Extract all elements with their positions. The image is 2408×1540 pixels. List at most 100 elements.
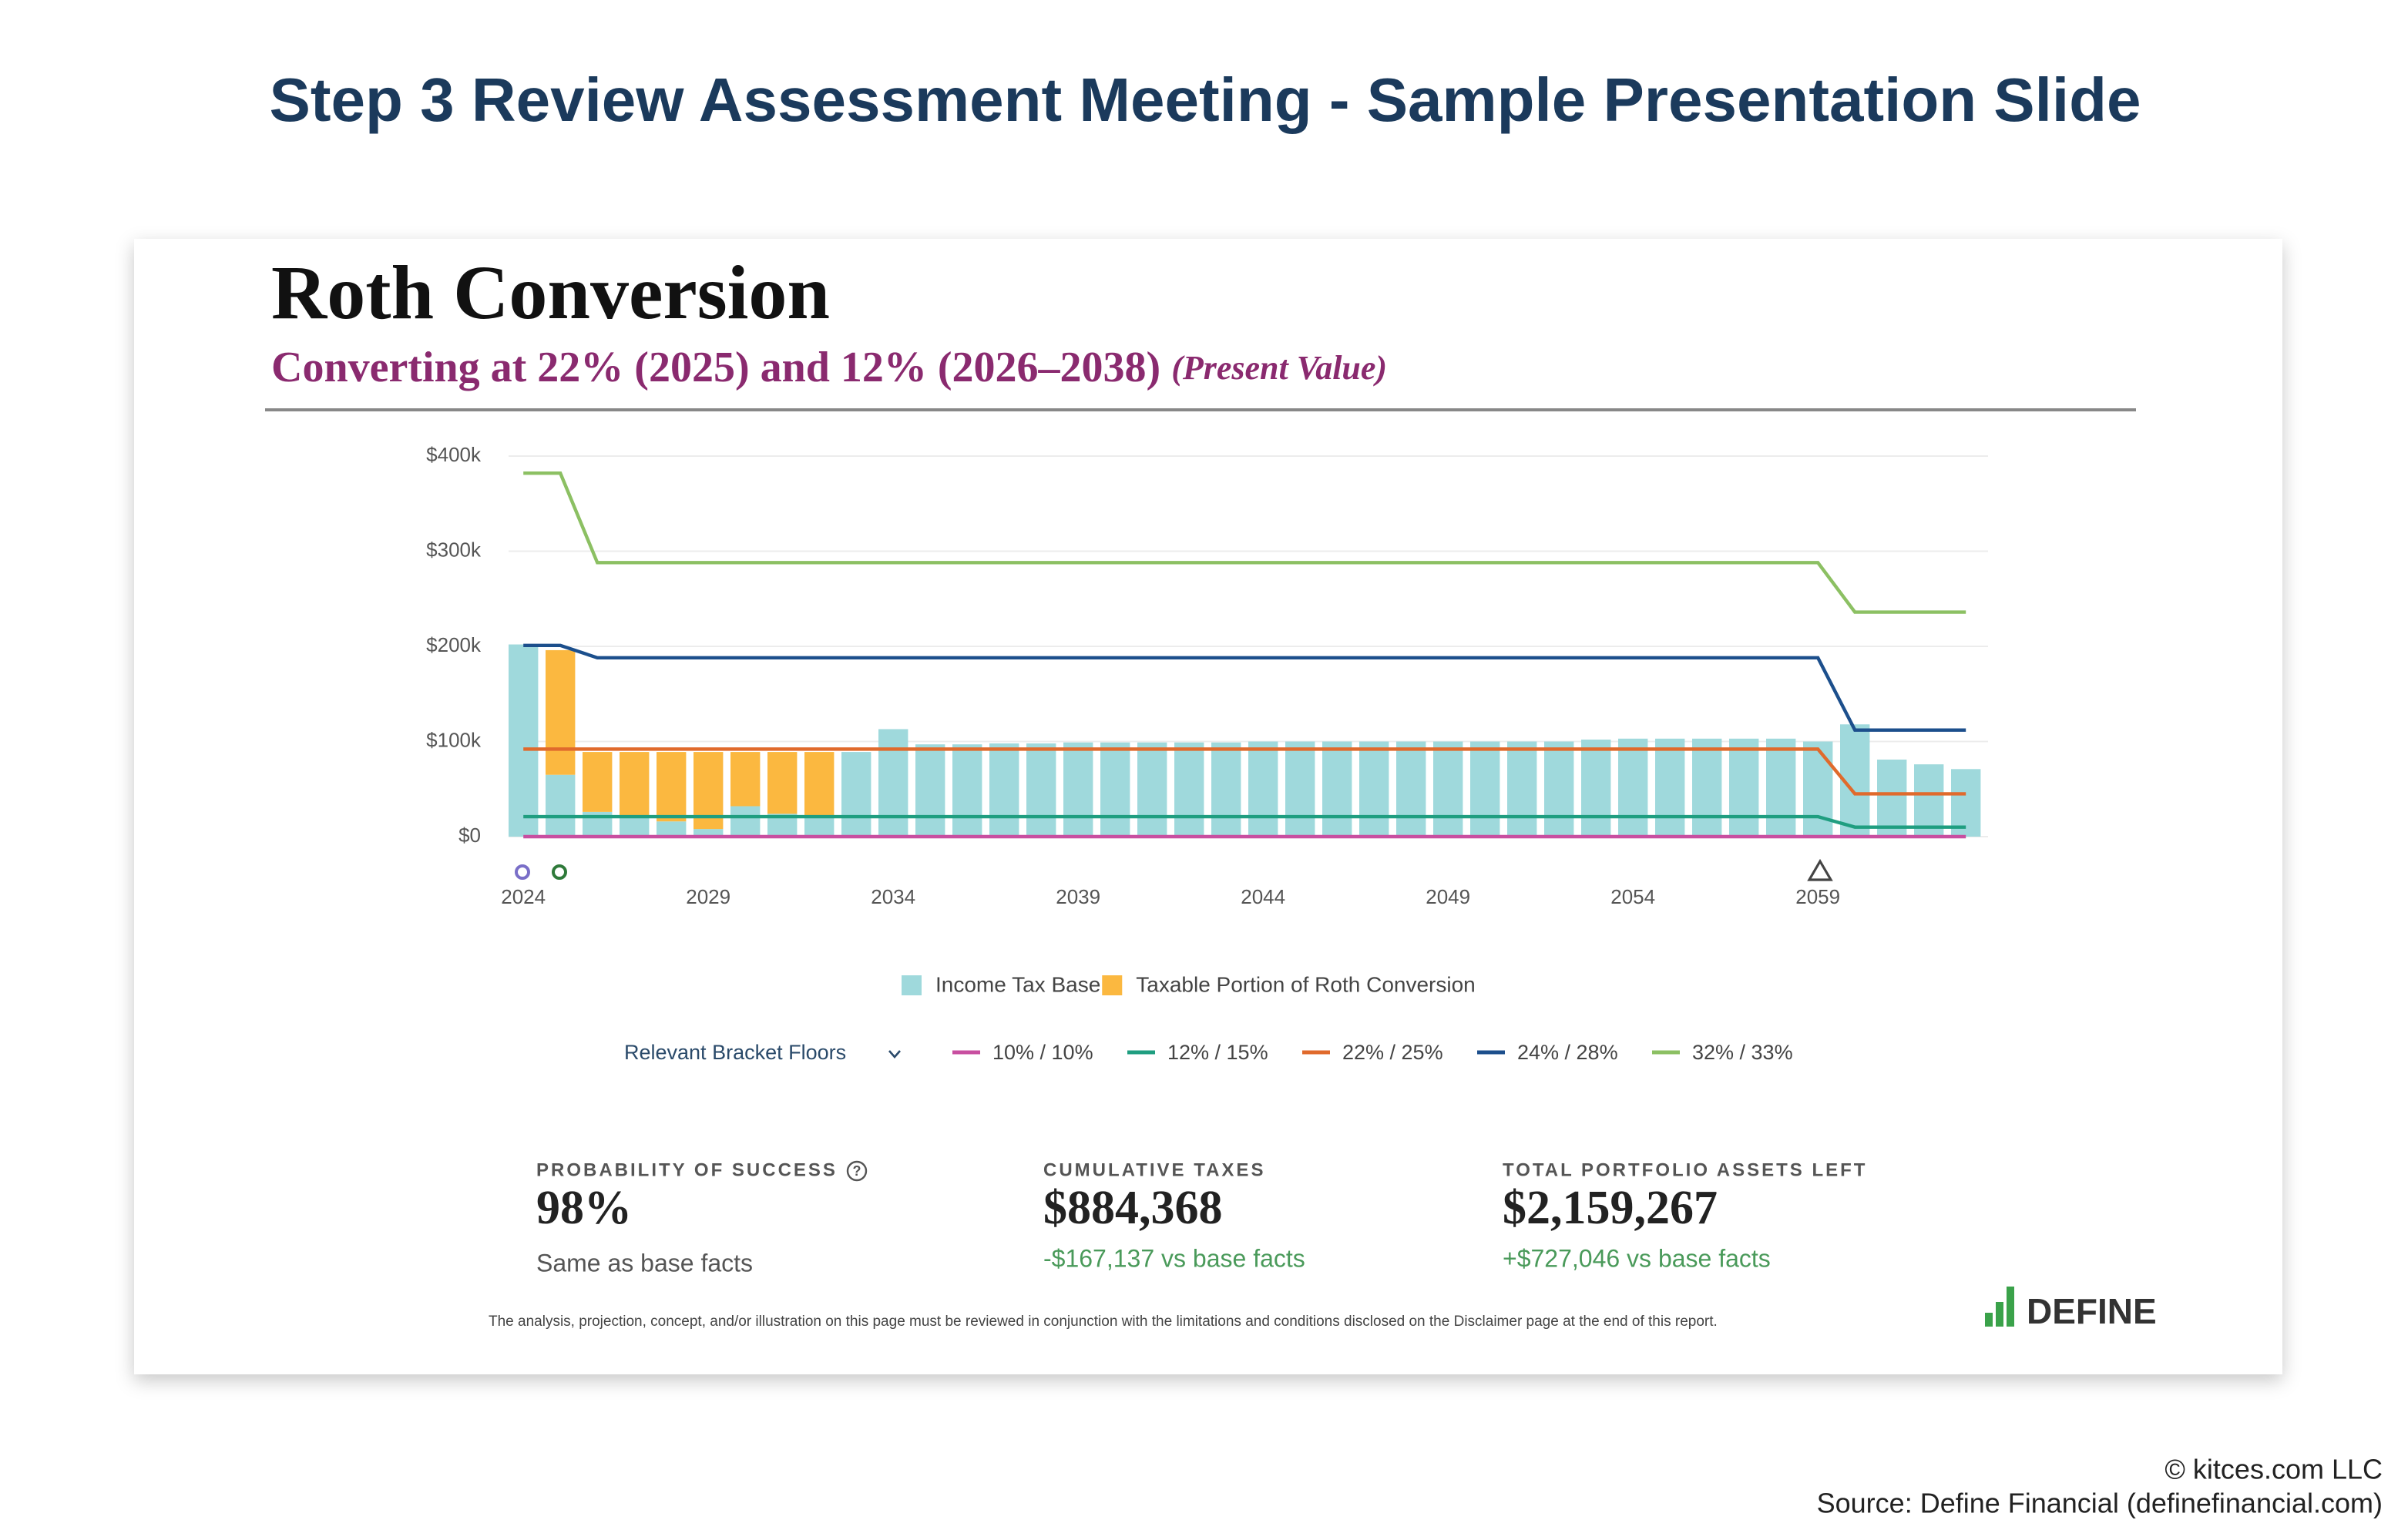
y-tick-label: $100k: [426, 728, 482, 751]
bar-segment: [1914, 764, 1944, 837]
bar-segment: [1211, 742, 1241, 837]
bar-segment: [1877, 759, 1907, 837]
bar-segment: [694, 829, 724, 837]
metric-value: $884,368: [1043, 1182, 1223, 1234]
bar-segment: [1248, 741, 1278, 837]
bar-segment: [583, 752, 613, 812]
chart-title: Roth Conversion: [271, 250, 830, 335]
bar-segment: [1285, 741, 1315, 837]
help-mark: ?: [853, 1163, 861, 1179]
logo-bar: [1996, 1302, 2003, 1327]
bar-segment: [730, 752, 761, 807]
x-tick-label: 2049: [1426, 885, 1470, 908]
bar-segment: [1581, 740, 1611, 837]
metric-note: Same as base facts: [536, 1249, 753, 1277]
y-tick-label: $200k: [426, 633, 482, 656]
legend-label: 10% / 10%: [992, 1041, 1093, 1064]
bar-segment: [509, 644, 539, 837]
bar-segment: [915, 744, 945, 837]
footer-line: © kitces.com LLC: [2165, 1454, 2383, 1485]
legend-label: 24% / 28%: [1517, 1041, 1618, 1064]
x-tick-label: 2044: [1241, 885, 1285, 908]
metric-note: -$167,137 vs base facts: [1043, 1244, 1305, 1272]
icon: [1807, 858, 1833, 881]
y-tick-label: $400k: [426, 443, 482, 466]
bar-segment: [620, 817, 650, 837]
x-tick-label: 2024: [501, 885, 546, 908]
bracket-line: [523, 471, 1966, 614]
bar-segment: [620, 752, 650, 817]
x-tick-label: 2034: [871, 885, 915, 908]
bar-segment: [546, 649, 576, 775]
x-tick-label: 2054: [1610, 885, 1655, 908]
legend-label: 12% / 15%: [1167, 1041, 1268, 1064]
legend-swatch: [1102, 975, 1123, 995]
bar-segment: [1729, 738, 1759, 837]
x-tick-label: 2039: [1056, 885, 1100, 908]
subtitle-note: (Present Value): [1171, 349, 1387, 387]
bar-segment: [1803, 741, 1833, 837]
bar-segment: [1026, 743, 1056, 837]
subtitle: Converting at 22% (2025) and 12% (2026–2…: [271, 344, 1160, 391]
bar-segment: [804, 817, 835, 837]
bar-segment: [546, 774, 576, 837]
x-tick-label: 2029: [686, 885, 730, 908]
bar-segment: [1433, 741, 1463, 837]
bar-segment: [1396, 741, 1426, 837]
y-tick-label: $0: [458, 824, 481, 847]
metric-note: +$727,046 vs base facts: [1503, 1244, 1771, 1272]
bar-segment: [1470, 741, 1500, 837]
bar-segment: [657, 752, 687, 822]
bar-segment: [1655, 738, 1685, 837]
legend-swatch: [902, 975, 922, 995]
metric-label: PROBABILITY OF SUCCESS: [536, 1159, 838, 1180]
line-legend-title: Relevant Bracket Floors: [624, 1041, 846, 1064]
y-tick-label: $300k: [426, 538, 482, 561]
bar-segment: [1507, 741, 1537, 837]
legend-label: Income Tax Base: [935, 972, 1100, 996]
metric-label: CUMULATIVE TAXES: [1043, 1159, 1265, 1180]
bar-segment: [878, 729, 908, 837]
bar-segment: [1692, 738, 1722, 837]
legend-label: 22% / 25%: [1342, 1041, 1443, 1064]
metric-value: $2,159,267: [1503, 1182, 1718, 1234]
bar-segment: [1100, 742, 1130, 837]
metric-value: 98%: [536, 1182, 632, 1234]
footer-line: Source: Define Financial (definefinancia…: [1817, 1488, 2383, 1519]
dropdown-chevron[interactable]: [888, 1050, 901, 1059]
bar-segment: [767, 752, 798, 814]
icon: [515, 864, 530, 880]
bar-segment: [1544, 741, 1574, 837]
bar-segment: [730, 806, 761, 837]
logo-text: DEFINE: [2027, 1291, 2157, 1331]
legend-label: 32% / 33%: [1692, 1041, 1793, 1064]
bar-segment: [1951, 769, 1981, 837]
chart-subtitle: Converting at 22% (2025) and 12% (2026–2…: [271, 344, 1387, 391]
page-title: Step 3 Review Assessment Meeting - Sampl…: [270, 65, 2141, 134]
bar-segment: [1174, 742, 1204, 837]
bracket-line: [523, 814, 1966, 829]
logo-bar: [2007, 1287, 2014, 1327]
logo: DEFINE: [1985, 1287, 2157, 1331]
bar-segment: [841, 752, 872, 837]
event-icons: [515, 858, 1833, 881]
logo-bar: [1985, 1313, 1993, 1327]
bracket-line: [523, 643, 1966, 732]
bar-segment: [657, 821, 687, 837]
x-tick-label: 2059: [1795, 885, 1840, 908]
bar-segment: [1618, 738, 1648, 837]
bar-segment: [952, 744, 982, 837]
legend-label: Taxable Portion of Roth Conversion: [1136, 972, 1475, 996]
bar-segment: [1322, 741, 1352, 837]
bar-segment: [1359, 741, 1389, 837]
metric-label: TOTAL PORTFOLIO ASSETS LEFT: [1503, 1159, 1867, 1180]
bar-segment: [989, 743, 1019, 837]
bar-segment: [1137, 742, 1167, 837]
bar-segment: [1063, 742, 1093, 837]
help-icon[interactable]: [846, 1160, 868, 1182]
bracket-line: [523, 747, 1966, 796]
disclaimer: The analysis, projection, concept, and/o…: [489, 1314, 1718, 1330]
bar-segment: [1766, 738, 1796, 837]
